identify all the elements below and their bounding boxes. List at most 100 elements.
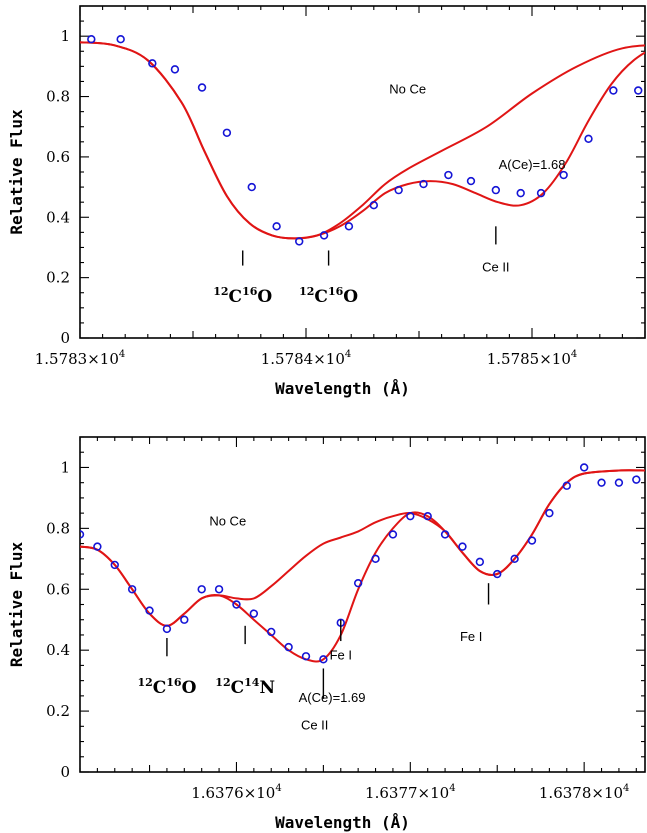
- observed-point: [319, 231, 329, 240]
- element-symbol: C: [229, 287, 243, 307]
- y-tick-label: 0.2: [46, 269, 70, 287]
- y-tick-label: 0: [60, 329, 70, 347]
- model-line-ce: [80, 469, 645, 663]
- observed-point: [394, 185, 403, 195]
- observed-point: [319, 655, 328, 664]
- observed-point: [148, 59, 157, 68]
- isotope-superscript: 16: [328, 285, 344, 298]
- isotope-superscript: 12: [137, 676, 152, 689]
- observed-point: [369, 201, 378, 210]
- observed-point: [301, 652, 311, 661]
- annotation-label: Fe I: [330, 647, 352, 662]
- isotope-superscript: 16: [242, 285, 258, 298]
- observed-point: [597, 478, 606, 487]
- x-tick-exponent: 4: [119, 349, 125, 360]
- y-tick-label: 0: [60, 763, 70, 781]
- x-tick-exponent: 4: [275, 783, 281, 794]
- observed-point: [249, 609, 259, 618]
- observed-point: [222, 128, 232, 137]
- observed-point: [180, 615, 189, 624]
- y-tick-label: 0.4: [46, 208, 70, 226]
- x-tick-mantissa: 1.6376×10: [191, 784, 275, 802]
- observed-point: [510, 554, 519, 564]
- observed-point: [344, 222, 354, 231]
- observed-point: [232, 600, 241, 609]
- observed-point: [170, 65, 180, 74]
- observed-point: [197, 585, 206, 594]
- x-tick-label: 1.6377×104: [365, 783, 456, 802]
- x-tick-label: 1.6378×104: [539, 783, 630, 802]
- observed-point: [632, 475, 641, 484]
- observed-point: [475, 557, 485, 567]
- element-symbol: C: [314, 287, 328, 307]
- isotope-superscript: 16: [166, 676, 182, 689]
- x-axis-label: Wavelength (Å): [275, 379, 410, 398]
- x-tick-exponent: 4: [449, 783, 455, 794]
- observed-point: [516, 188, 525, 198]
- observed-point: [559, 170, 568, 180]
- y-tick-label: 1: [60, 458, 70, 476]
- x-tick-label: 1.5783×104: [35, 349, 126, 368]
- model-line-no-ce: [80, 469, 645, 627]
- observed-point: [371, 554, 380, 564]
- observed-point: [545, 508, 554, 518]
- plot-data: [80, 34, 645, 246]
- observed-point: [295, 237, 304, 246]
- observed-point: [110, 560, 119, 570]
- y-tick-label: 0.6: [46, 580, 70, 598]
- element-symbol: N: [259, 678, 275, 698]
- observed-point: [419, 179, 428, 189]
- element-symbol: C: [231, 678, 245, 698]
- observed-point: [87, 34, 96, 44]
- element-symbol: C: [153, 678, 167, 698]
- isotope-superscript: 14: [244, 676, 260, 689]
- observed-point: [388, 530, 398, 539]
- observed-point: [423, 511, 432, 521]
- observed-point: [127, 585, 137, 594]
- observed-point: [579, 463, 589, 472]
- observed-point: [247, 182, 256, 192]
- x-tick-exponent: 4: [345, 349, 351, 360]
- observed-point: [406, 511, 415, 521]
- y-axis-label: Relative Flux: [7, 542, 26, 668]
- element-symbol: O: [343, 287, 358, 307]
- plot-frame: [79, 436, 646, 773]
- y-tick-label: 0.8: [46, 519, 70, 537]
- y-tick-label: 0.2: [46, 702, 70, 720]
- observed-point: [527, 536, 537, 545]
- observed-point: [267, 627, 276, 637]
- observed-point: [214, 585, 224, 594]
- x-tick-label: 1.5785×104: [487, 349, 578, 368]
- chart-panel-2: 00.20.40.60.811.6376×104 1.6377×104 1.6378…: [7, 436, 646, 832]
- observed-point: [491, 185, 501, 195]
- x-tick-label: 1.6376×104: [191, 783, 282, 802]
- observed-point: [634, 86, 643, 95]
- y-tick-label: 0.4: [46, 641, 70, 659]
- element-symbol: O: [257, 287, 272, 307]
- observed-point: [609, 86, 618, 95]
- annotation-label: A(Ce)=1.68: [499, 157, 566, 172]
- observed-point: [614, 478, 624, 487]
- annotation-label: Ce II: [482, 260, 509, 275]
- x-tick-label: 1.5784×104: [261, 349, 352, 368]
- observed-point: [444, 170, 453, 180]
- observed-point: [466, 176, 476, 186]
- annotation-label: No Ce: [209, 513, 246, 528]
- x-tick-mantissa: 1.5785×10: [487, 350, 571, 368]
- x-axis-label: Wavelength (Å): [275, 813, 410, 832]
- observed-point: [284, 642, 293, 652]
- observed-point: [80, 530, 85, 539]
- molecule-label: 12C16O: [299, 285, 358, 307]
- annotation-label: Fe I: [460, 629, 482, 644]
- observed-point: [272, 222, 281, 231]
- x-tick-mantissa: 1.6378×10: [539, 784, 623, 802]
- annotation-label: No Ce: [389, 82, 426, 97]
- observed-point: [197, 83, 207, 92]
- model-line-ce: [80, 41, 645, 240]
- element-symbol: O: [182, 678, 197, 698]
- observed-point: [493, 569, 502, 579]
- x-tick-exponent: 4: [571, 349, 577, 360]
- molecule-label: 12C16O: [213, 285, 272, 307]
- observed-point: [584, 134, 593, 144]
